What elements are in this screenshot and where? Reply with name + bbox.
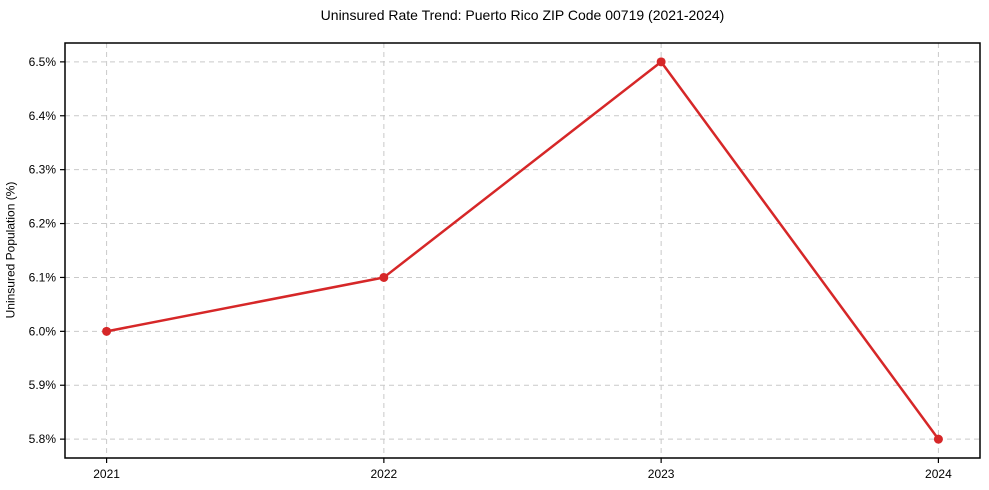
x-tick-label: 2024 bbox=[925, 467, 952, 481]
y-tick-label: 6.5% bbox=[29, 55, 57, 69]
y-tick-label: 5.8% bbox=[29, 432, 57, 446]
data-point-2022 bbox=[379, 272, 389, 282]
y-tick-label: 6.1% bbox=[29, 270, 57, 284]
y-tick-label: 6.4% bbox=[29, 109, 57, 123]
data-point-2021 bbox=[102, 326, 112, 336]
data-point-2023 bbox=[656, 57, 666, 67]
data-point-2024 bbox=[933, 434, 943, 444]
y-tick-label: 6.0% bbox=[29, 324, 57, 338]
x-tick-label: 2022 bbox=[371, 467, 398, 481]
x-tick-label: 2021 bbox=[93, 467, 120, 481]
y-tick-label: 5.9% bbox=[29, 378, 57, 392]
plot-border bbox=[64, 42, 981, 459]
y-tick-label: 6.3% bbox=[29, 163, 57, 177]
trend-line bbox=[105, 60, 940, 441]
x-tick-label: 2023 bbox=[648, 467, 675, 481]
y-tick-label: 6.2% bbox=[29, 217, 57, 231]
chart-title: Uninsured Rate Trend: Puerto Rico ZIP Co… bbox=[320, 7, 725, 23]
